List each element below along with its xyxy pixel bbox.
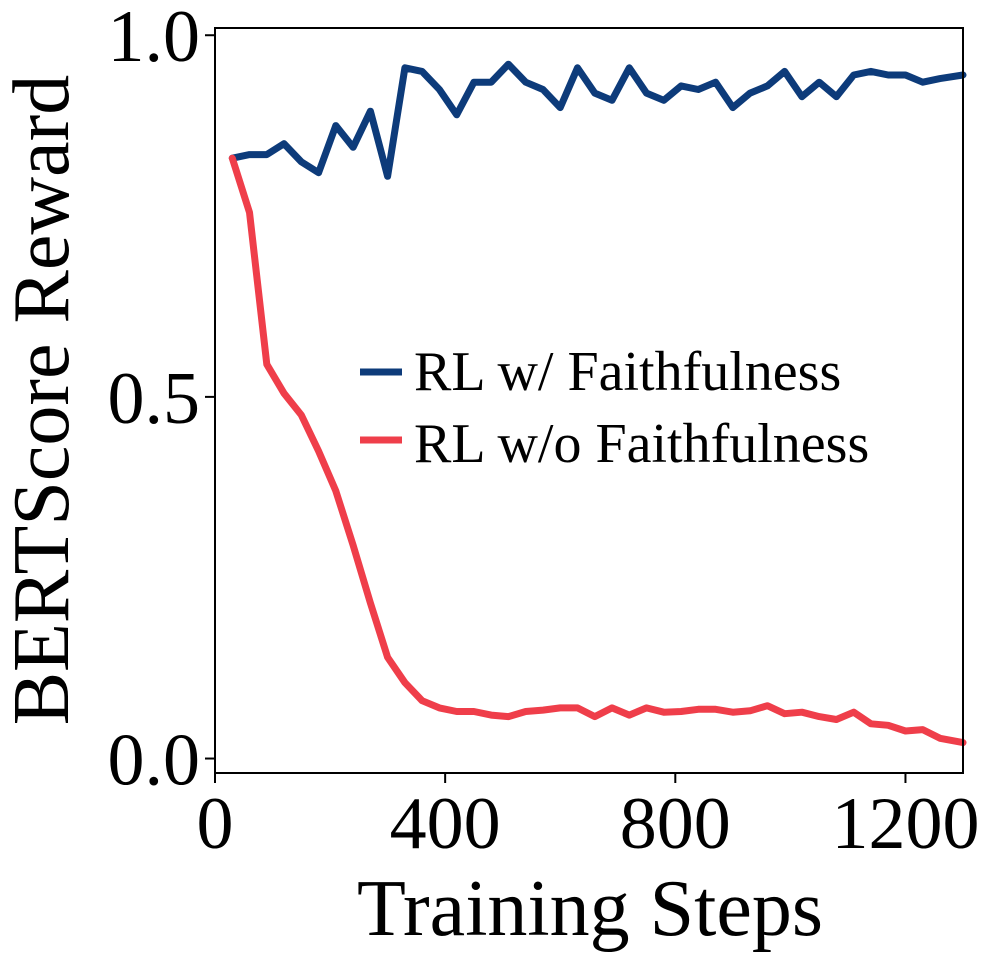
legend-label-rl-without-faithfulness: RL w/o Faithfulness	[414, 413, 869, 475]
y-tick-label: 0.0	[108, 720, 201, 802]
x-axis-label: Training Steps	[357, 865, 823, 953]
y-tick-label: 0.5	[108, 358, 201, 440]
y-axis: 0.0 0.5 1.0	[108, 0, 215, 802]
x-tick-label: 1200	[831, 783, 979, 865]
x-tick-label: 400	[390, 783, 501, 865]
y-tick-label: 1.0	[108, 0, 201, 78]
y-axis-label: BERTScore Reward	[0, 75, 86, 726]
plot-frame	[214, 27, 964, 774]
legend-label-rl-with-faithfulness: RL w/ Faithfulness	[414, 341, 841, 403]
series-group	[228, 60, 967, 747]
x-axis: 0 400 800 1200	[197, 773, 979, 865]
x-tick-label: 800	[620, 783, 731, 865]
x-tick-label: 0	[197, 783, 234, 865]
series-line-rl-without-faithfulness	[228, 154, 967, 747]
series-line-rl-with-faithfulness	[228, 60, 967, 180]
legend: RL w/ Faithfulness RL w/o Faithfulness	[360, 341, 869, 475]
plot-area	[214, 27, 967, 774]
